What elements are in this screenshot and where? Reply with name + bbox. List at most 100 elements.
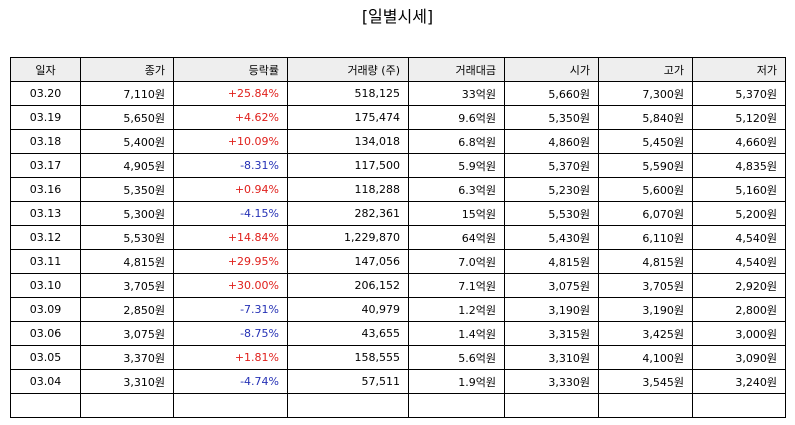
cell-volume: 282,361	[287, 201, 409, 226]
cell-empty	[504, 393, 599, 418]
cell-open: 5,530원	[504, 201, 599, 226]
col-header-amount: 거래대금	[408, 57, 505, 82]
cell-amount: 33억원	[408, 81, 505, 106]
cell-low: 4,660원	[692, 129, 786, 154]
cell-empty	[287, 393, 409, 418]
cell-high: 5,590원	[598, 153, 693, 178]
table-row: 03.11 4,815원 +29.95% 147,056 7.0억원 4,815원 4,81…	[10, 249, 786, 274]
cell-amount: 9.6억원	[408, 105, 505, 130]
cell-change: +29.95%	[173, 249, 288, 274]
table-row: 03.04 3,310원 -4.74% 57,511 1.9억원 3,330원 3,545원…	[10, 369, 786, 394]
table-row: 03.09 2,850원 -7.31% 40,979 1.2억원 3,190원 3,190원…	[10, 297, 786, 322]
cell-volume: 43,655	[287, 321, 409, 346]
cell-volume: 147,056	[287, 249, 409, 274]
cell-low: 5,370원	[692, 81, 786, 106]
cell-open: 4,815원	[504, 249, 599, 274]
col-header-low: 저가	[692, 57, 786, 82]
cell-close: 4,815원	[80, 249, 174, 274]
cell-date: 03.18	[10, 129, 81, 154]
cell-volume: 117,500	[287, 153, 409, 178]
cell-volume: 158,555	[287, 345, 409, 370]
col-header-close: 종가	[80, 57, 174, 82]
cell-high: 5,840원	[598, 105, 693, 130]
cell-open: 3,310원	[504, 345, 599, 370]
col-header-high: 고가	[598, 57, 693, 82]
cell-date: 03.10	[10, 273, 81, 298]
cell-low: 5,200원	[692, 201, 786, 226]
cell-change: +4.62%	[173, 105, 288, 130]
cell-high: 3,425원	[598, 321, 693, 346]
col-header-change: 등락률	[173, 57, 288, 82]
cell-high: 7,300원	[598, 81, 693, 106]
table-row: 03.17 4,905원 -8.31% 117,500 5.9억원 5,370원 5,590…	[10, 153, 786, 178]
cell-close: 2,850원	[80, 297, 174, 322]
cell-open: 4,860원	[504, 129, 599, 154]
cell-date: 03.16	[10, 177, 81, 202]
cell-amount: 64억원	[408, 225, 505, 250]
col-header-open: 시가	[504, 57, 599, 82]
cell-open: 5,430원	[504, 225, 599, 250]
cell-low: 2,800원	[692, 297, 786, 322]
cell-low: 4,835원	[692, 153, 786, 178]
cell-change: -4.74%	[173, 369, 288, 394]
cell-close: 3,370원	[80, 345, 174, 370]
cell-open: 3,315원	[504, 321, 599, 346]
col-header-date: 일자	[10, 57, 81, 82]
cell-high: 4,100원	[598, 345, 693, 370]
cell-close: 4,905원	[80, 153, 174, 178]
table-row: 03.20 7,110원 +25.84% 518,125 33억원 5,660원 7,300…	[10, 81, 786, 106]
cell-volume: 57,511	[287, 369, 409, 394]
cell-amount: 5.6억원	[408, 345, 505, 370]
cell-amount: 15억원	[408, 201, 505, 226]
cell-change: -4.15%	[173, 201, 288, 226]
cell-date: 03.04	[10, 369, 81, 394]
cell-volume: 118,288	[287, 177, 409, 202]
cell-amount: 7.1억원	[408, 273, 505, 298]
cell-volume: 134,018	[287, 129, 409, 154]
cell-open: 3,075원	[504, 273, 599, 298]
daily-price-table: 일자 종가 등락률 거래량 (주) 거래대금 시가 고가 저가 03.20 7,1…	[10, 57, 786, 418]
cell-date: 03.12	[10, 225, 81, 250]
table-header-row: 일자 종가 등락률 거래량 (주) 거래대금 시가 고가 저가	[10, 57, 786, 82]
cell-low: 5,120원	[692, 105, 786, 130]
cell-open: 5,350원	[504, 105, 599, 130]
cell-empty	[598, 393, 693, 418]
table-row: 03.12 5,530원 +14.84% 1,229,870 64억원 5,430원 6,1…	[10, 225, 786, 250]
cell-date: 03.19	[10, 105, 81, 130]
table-row-empty	[10, 393, 786, 418]
cell-close: 5,300원	[80, 201, 174, 226]
cell-open: 5,370원	[504, 153, 599, 178]
cell-low: 3,000원	[692, 321, 786, 346]
cell-change: -8.31%	[173, 153, 288, 178]
cell-high: 3,705원	[598, 273, 693, 298]
table-row: 03.19 5,650원 +4.62% 175,474 9.6억원 5,350원 5,840…	[10, 105, 786, 130]
table-row: 03.18 5,400원 +10.09% 134,018 6.8억원 4,860원 5,45…	[10, 129, 786, 154]
table-body: 03.20 7,110원 +25.84% 518,125 33억원 5,660원 7,300…	[10, 81, 786, 418]
cell-date: 03.17	[10, 153, 81, 178]
cell-low: 4,540원	[692, 249, 786, 274]
cell-amount: 1.9억원	[408, 369, 505, 394]
cell-high: 4,815원	[598, 249, 693, 274]
cell-high: 6,070원	[598, 201, 693, 226]
cell-change: +25.84%	[173, 81, 288, 106]
col-header-volume: 거래량 (주)	[287, 57, 409, 82]
cell-open: 5,230원	[504, 177, 599, 202]
cell-volume: 206,152	[287, 273, 409, 298]
cell-close: 7,110원	[80, 81, 174, 106]
table-row: 03.10 3,705원 +30.00% 206,152 7.1억원 3,075원 3,70…	[10, 273, 786, 298]
cell-high: 5,600원	[598, 177, 693, 202]
table-row: 03.06 3,075원 -8.75% 43,655 1.4억원 3,315원 3,425원…	[10, 321, 786, 346]
cell-open: 3,190원	[504, 297, 599, 322]
cell-empty	[80, 393, 174, 418]
cell-low: 2,920원	[692, 273, 786, 298]
cell-volume: 40,979	[287, 297, 409, 322]
table-row: 03.16 5,350원 +0.94% 118,288 6.3억원 5,230원 5,600…	[10, 177, 786, 202]
cell-change: +30.00%	[173, 273, 288, 298]
cell-date: 03.09	[10, 297, 81, 322]
cell-amount: 1.2억원	[408, 297, 505, 322]
cell-open: 5,660원	[504, 81, 599, 106]
cell-close: 5,530원	[80, 225, 174, 250]
cell-volume: 518,125	[287, 81, 409, 106]
cell-empty	[408, 393, 505, 418]
cell-amount: 5.9억원	[408, 153, 505, 178]
